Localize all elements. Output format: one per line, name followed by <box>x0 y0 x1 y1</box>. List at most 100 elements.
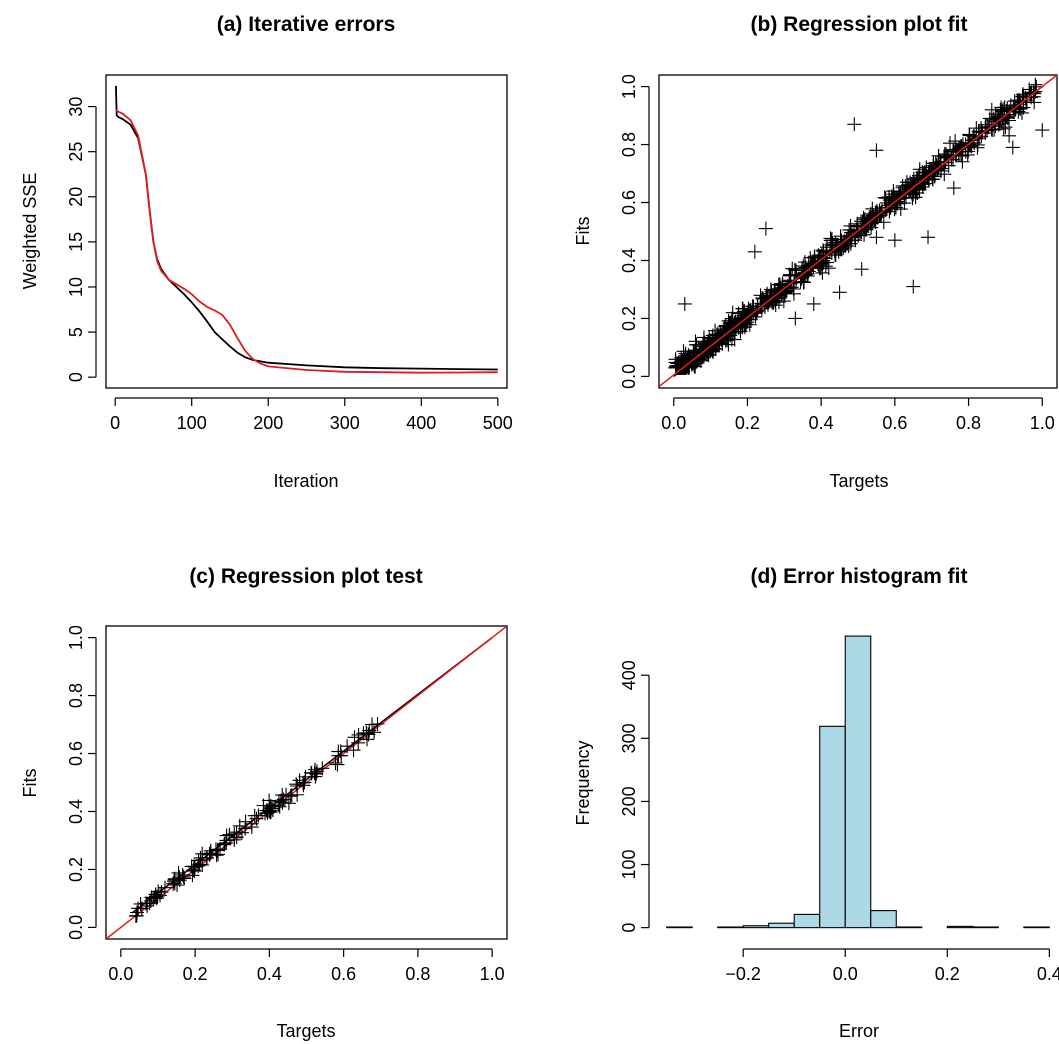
point-marker <box>998 120 1013 135</box>
point-marker <box>1005 140 1020 155</box>
point-marker <box>331 748 346 763</box>
point-marker <box>275 795 290 810</box>
panel-regression-fit: (b) Regression plot fit Targets Fits 0.0… <box>573 13 1058 491</box>
y-tick-label: 200 <box>619 786 639 816</box>
x-axis: 0 100 200 300 400 500 <box>110 397 513 433</box>
point-marker <box>946 181 961 196</box>
point-marker <box>297 775 312 790</box>
x-tick-label: 0.8 <box>956 413 981 433</box>
point-marker <box>824 237 839 252</box>
x-tick-label: 0.2 <box>735 413 760 433</box>
point-marker <box>869 143 884 158</box>
plot-frame <box>658 74 1058 389</box>
point-marker <box>262 801 277 816</box>
point-marker <box>176 869 191 884</box>
point-marker <box>996 121 1011 136</box>
point-marker <box>715 328 730 343</box>
point-marker <box>970 137 985 152</box>
x-tick-label: 100 <box>177 413 207 433</box>
point-marker <box>185 868 200 883</box>
histogram-bar <box>946 925 974 929</box>
x-tick-label: 300 <box>330 413 360 433</box>
point-marker <box>747 244 762 259</box>
histogram-bar <box>819 725 846 929</box>
y-axis-label: Weighted SSE <box>20 173 40 290</box>
y-tick-label: 25 <box>66 142 86 162</box>
point-marker <box>1023 86 1038 101</box>
point-marker <box>677 296 692 311</box>
point-marker <box>795 269 810 284</box>
histogram-bar <box>895 926 923 929</box>
point-marker <box>797 275 812 290</box>
x-axis: −0.2 0.0 0.2 0.4 <box>725 948 1059 984</box>
point-marker <box>786 281 801 296</box>
point-marker <box>256 798 271 813</box>
point-marker <box>869 230 884 245</box>
y-tick-label: 10 <box>66 277 86 297</box>
point-marker <box>1015 87 1030 102</box>
point-marker <box>946 142 961 157</box>
point-marker <box>686 344 701 359</box>
point-marker <box>806 296 821 311</box>
point-marker <box>367 725 382 740</box>
point-marker <box>936 149 951 164</box>
x-tick-label: 0.4 <box>809 413 834 433</box>
point-marker <box>177 871 192 886</box>
x-tick-label: 0.4 <box>1037 964 1059 984</box>
point-marker <box>921 230 936 245</box>
point-marker <box>758 221 773 236</box>
y-tick-label: 0.0 <box>619 364 639 389</box>
x-axis-label: Targets <box>276 1021 335 1041</box>
point-marker <box>129 908 144 923</box>
histogram-bar <box>666 926 693 929</box>
x-tick-label: 0.6 <box>882 413 907 433</box>
reference-line-1 <box>659 75 1057 388</box>
x-axis-label: Iteration <box>273 471 338 491</box>
point-marker <box>1027 95 1042 110</box>
point-marker <box>347 730 362 745</box>
point-marker <box>692 346 707 361</box>
point-marker <box>271 794 286 809</box>
y-tick-label: 0.4 <box>66 799 86 824</box>
point-marker <box>247 808 262 823</box>
point-marker <box>195 858 210 873</box>
plot-frame <box>105 625 508 940</box>
point-marker <box>716 322 731 337</box>
point-marker <box>263 805 278 820</box>
point-marker <box>736 312 751 327</box>
histogram-bar <box>870 910 897 929</box>
point-marker <box>229 825 244 840</box>
point-marker <box>931 148 946 163</box>
y-axis-label: Frequency <box>573 740 593 825</box>
x-tick-label: 1.0 <box>1030 413 1055 433</box>
point-marker <box>984 112 999 127</box>
point-marker <box>823 231 838 246</box>
point-marker <box>232 818 247 833</box>
point-marker <box>149 891 164 906</box>
y-axis: 0.0 0.2 0.4 0.6 0.8 1.0 <box>66 625 97 940</box>
point-marker <box>211 843 226 858</box>
point-marker <box>794 261 809 276</box>
point-marker <box>912 162 927 177</box>
y-tick-label: 0.0 <box>66 915 86 940</box>
x-axis-label: Targets <box>829 471 888 491</box>
plot-marks <box>659 75 1057 388</box>
point-marker <box>818 259 833 274</box>
point-marker <box>768 298 783 313</box>
y-tick-label: 1.0 <box>619 74 639 99</box>
point-marker <box>974 129 989 144</box>
point-marker <box>330 757 345 772</box>
point-marker <box>157 880 172 895</box>
series-line-1 <box>115 109 498 374</box>
y-tick-label: 15 <box>66 232 86 252</box>
point-marker <box>912 170 927 185</box>
point-marker <box>725 305 740 320</box>
point-marker <box>982 111 997 126</box>
point-marker <box>724 332 739 347</box>
y-tick-label: 100 <box>619 850 639 880</box>
point-marker <box>289 777 304 792</box>
x-axis: 0.0 0.2 0.4 0.6 0.8 1.0 <box>661 397 1055 433</box>
panel-iterative-errors: (a) Iterative errors Iteration Weighted … <box>20 13 513 491</box>
point-marker <box>219 828 234 843</box>
